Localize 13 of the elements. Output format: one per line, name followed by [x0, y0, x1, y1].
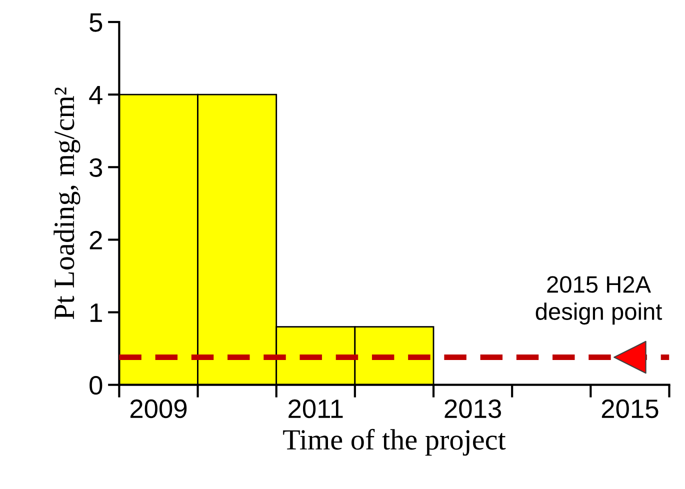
x-tick-label: 2013 [444, 399, 501, 418]
annotation: 2015 H2A design point [536, 276, 662, 325]
x-tick-label: 2011 [288, 399, 343, 418]
y-tick-label: 5 [90, 13, 102, 32]
y-tick-label: 4 [89, 86, 102, 104]
y-tick-label: 0 [90, 376, 102, 395]
x-axis-title: Time of the project [283, 428, 506, 456]
y-tick-label: 1 [90, 304, 102, 322]
x-tick-label: 2015 [602, 399, 658, 418]
y-tick-label: 3 [90, 158, 102, 177]
y-axis-title: Pt Loading, mg/cm² [54, 88, 80, 320]
y-tick-label: 2 [90, 230, 102, 250]
x-tick-label: 2009 [130, 399, 187, 418]
